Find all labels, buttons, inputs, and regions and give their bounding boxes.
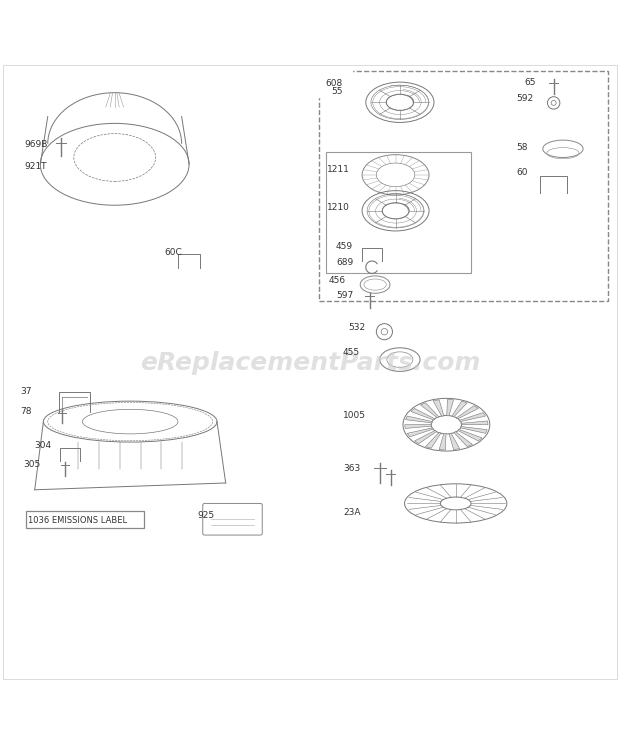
Polygon shape [425, 432, 441, 448]
Text: 1211: 1211 [327, 165, 350, 174]
Polygon shape [456, 405, 478, 419]
Bar [326, 152, 471, 273]
Polygon shape [415, 431, 436, 443]
Polygon shape [407, 428, 433, 437]
Polygon shape [449, 433, 459, 449]
Text: 532: 532 [348, 323, 366, 332]
Text: 456: 456 [329, 276, 346, 285]
Polygon shape [420, 403, 439, 417]
Polygon shape [405, 416, 433, 423]
Text: 921T: 921T [25, 161, 47, 170]
Polygon shape [454, 432, 472, 446]
Text: 60C: 60C [164, 248, 182, 257]
Polygon shape [439, 434, 446, 450]
Polygon shape [460, 426, 487, 433]
Text: 597: 597 [337, 291, 354, 301]
Text: 925: 925 [197, 510, 215, 520]
Text: 23A: 23A [343, 507, 360, 516]
Text: 55: 55 [332, 87, 343, 96]
Text: 60: 60 [516, 168, 528, 177]
Polygon shape [411, 408, 435, 420]
Polygon shape [452, 401, 467, 417]
Polygon shape [461, 421, 488, 425]
Text: 78: 78 [20, 407, 32, 416]
Text: 459: 459 [336, 243, 353, 251]
Polygon shape [405, 425, 432, 429]
Text: 689: 689 [336, 258, 353, 267]
Text: 37: 37 [20, 387, 32, 396]
Text: 969B: 969B [25, 140, 48, 149]
Bar [319, 71, 608, 301]
Text: 363: 363 [343, 464, 360, 473]
Polygon shape [447, 400, 454, 416]
Text: 455: 455 [342, 347, 360, 356]
Text: 1036 EMISSIONS LABEL: 1036 EMISSIONS LABEL [28, 516, 127, 525]
Text: 608: 608 [326, 79, 343, 88]
Text: 1005: 1005 [343, 411, 366, 420]
Text: 592: 592 [516, 94, 534, 103]
Bar [26, 511, 144, 528]
Text: 305: 305 [24, 460, 41, 469]
Text: 1210: 1210 [327, 202, 350, 211]
Text: 304: 304 [34, 441, 51, 450]
Text: 65: 65 [524, 78, 536, 87]
Polygon shape [458, 429, 482, 441]
Text: 58: 58 [516, 143, 528, 152]
Text: eReplacementParts.com: eReplacementParts.com [140, 350, 480, 375]
Polygon shape [459, 413, 485, 422]
Polygon shape [433, 400, 444, 416]
